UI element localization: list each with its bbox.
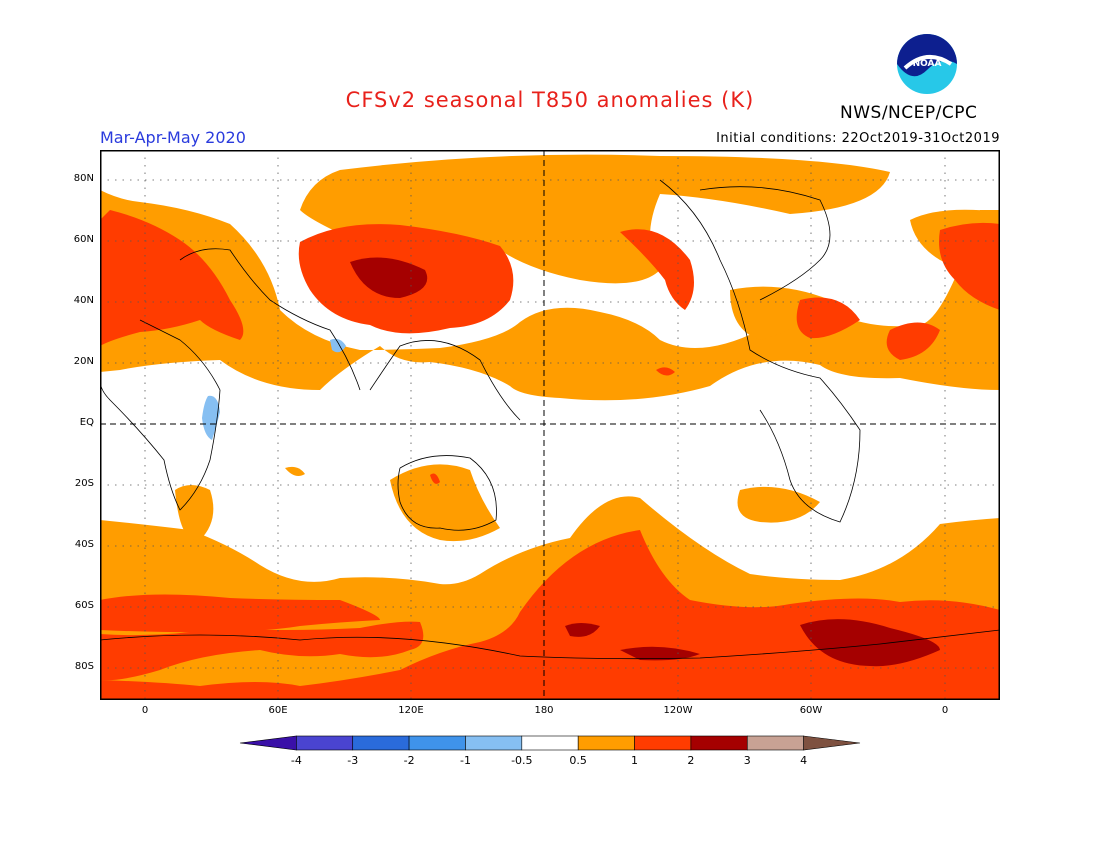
colorbar-label: -0.5	[511, 754, 532, 767]
colorbar-swatch	[296, 735, 354, 751]
colorbar-label: -2	[404, 754, 415, 767]
colorbar-swatch	[521, 735, 579, 751]
lat-tick-label: 40S	[74, 539, 94, 550]
colorbar-label: 1	[631, 754, 638, 767]
colorbar-label: 2	[687, 754, 694, 767]
noaa-logo: NOAA	[897, 34, 957, 94]
lat-tick-label: 20S	[74, 478, 94, 489]
lon-tick-label: 0	[141, 705, 149, 716]
lon-tick-label: 0	[941, 705, 949, 716]
colorbar-swatch	[352, 735, 410, 751]
season-label: Mar-Apr-May 2020	[100, 128, 246, 147]
colorbar-swatch	[690, 735, 748, 751]
colorbar-label: -4	[291, 754, 302, 767]
lat-tick-label: 80S	[74, 661, 94, 672]
graticule	[100, 150, 1000, 700]
colorbar: -4 -3 -2 -1 -0.5 0.5 1 2 3 4	[239, 735, 861, 767]
lon-tick-label: 120E	[398, 705, 424, 716]
lat-tick-label: 60S	[74, 600, 94, 611]
lon-tick-label: 180	[534, 705, 554, 716]
colorbar-swatch	[634, 735, 692, 751]
colorbar-swatch	[239, 735, 297, 751]
colorbar-swatch	[746, 735, 804, 751]
colorbar-label: 0.5	[569, 754, 587, 767]
map-title: CFSv2 seasonal T850 anomalies (K)	[345, 88, 755, 112]
noaa-logo-text: NOAA	[913, 59, 942, 69]
coastlines	[100, 179, 1000, 660]
agency-label: NWS/NCEP/CPC	[840, 103, 978, 123]
lat-tick-label: 40N	[73, 295, 94, 306]
anomaly-fill-1-2	[100, 210, 1000, 700]
anomaly-map	[100, 150, 1000, 700]
colorbar-label: 3	[744, 754, 751, 767]
lat-tick-label: 60N	[73, 234, 94, 245]
anomaly-fill-2-3	[350, 257, 940, 667]
map-frame	[100, 150, 1000, 700]
lat-tick-label: EQ	[79, 417, 94, 428]
colorbar-label: 4	[800, 754, 807, 767]
colorbar-swatch	[577, 735, 635, 751]
lat-tick-label: 80N	[73, 173, 94, 184]
lon-tick-label: 60E	[268, 705, 288, 716]
lat-tick-label: 20N	[73, 356, 94, 367]
colorbar-swatch	[803, 735, 861, 751]
colorbar-label: -3	[347, 754, 358, 767]
colorbar-label: -1	[460, 754, 471, 767]
initial-conditions-label: Initial conditions: 22Oct2019-31Oct2019	[716, 131, 1000, 146]
colorbar-swatch	[465, 735, 523, 751]
lon-tick-label: 120W	[663, 705, 693, 716]
colorbar-swatch	[408, 735, 466, 751]
lon-tick-label: 60W	[799, 705, 823, 716]
